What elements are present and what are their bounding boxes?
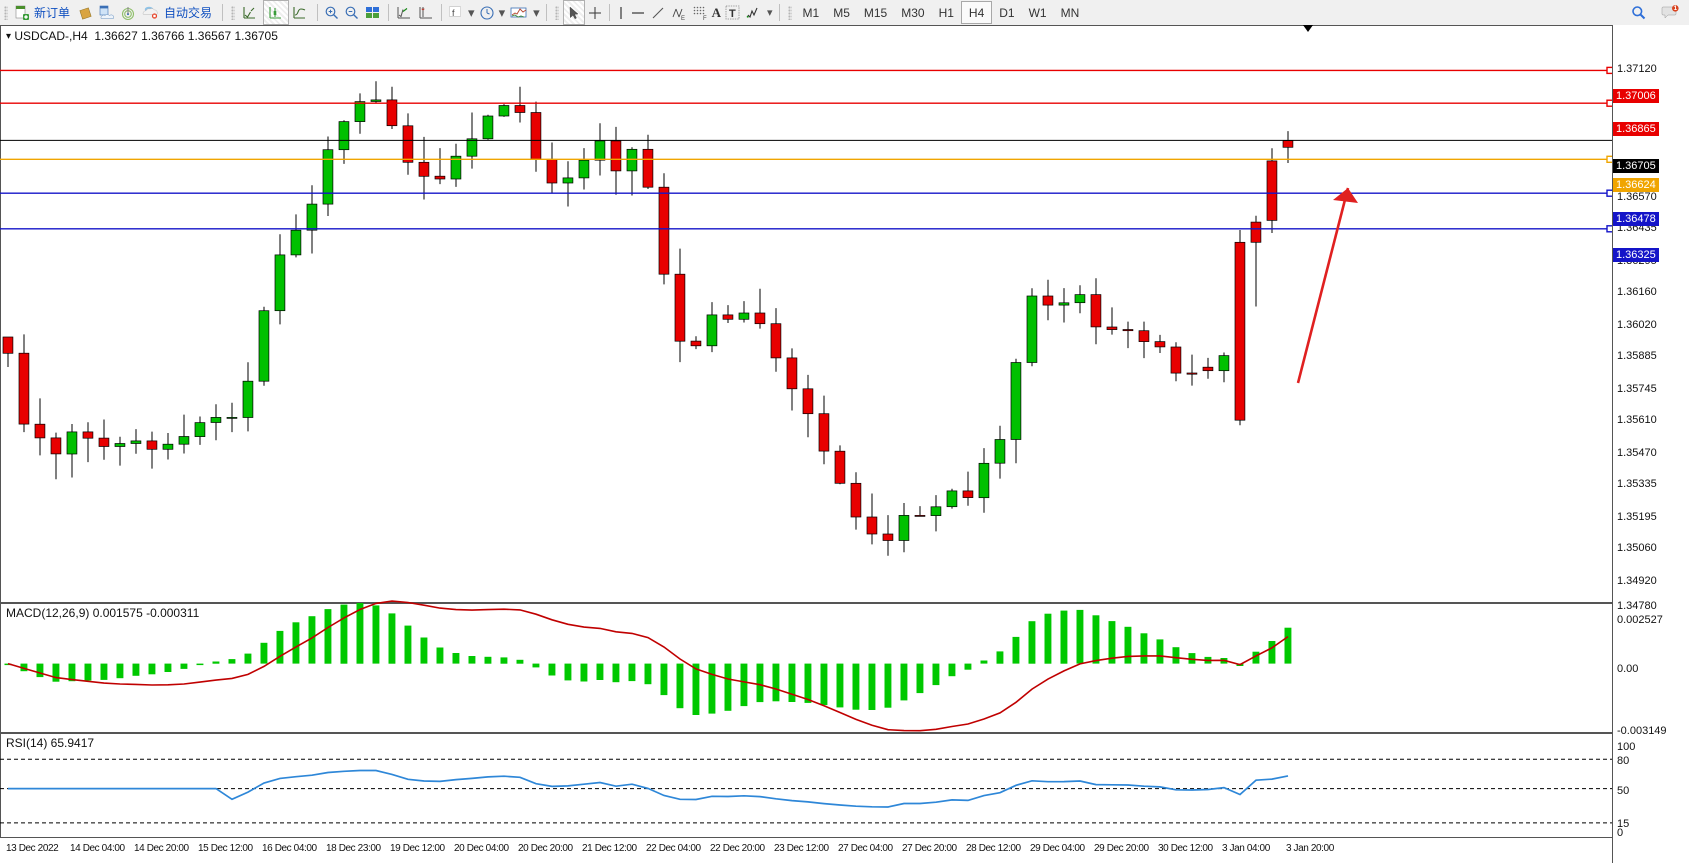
- svg-text:F: F: [703, 16, 707, 21]
- svg-text:T: T: [729, 8, 736, 20]
- svg-text:E: E: [681, 16, 685, 21]
- svg-text:1: 1: [1673, 5, 1677, 12]
- svg-text:RSI(14) 65.9417: RSI(14) 65.9417: [6, 736, 94, 750]
